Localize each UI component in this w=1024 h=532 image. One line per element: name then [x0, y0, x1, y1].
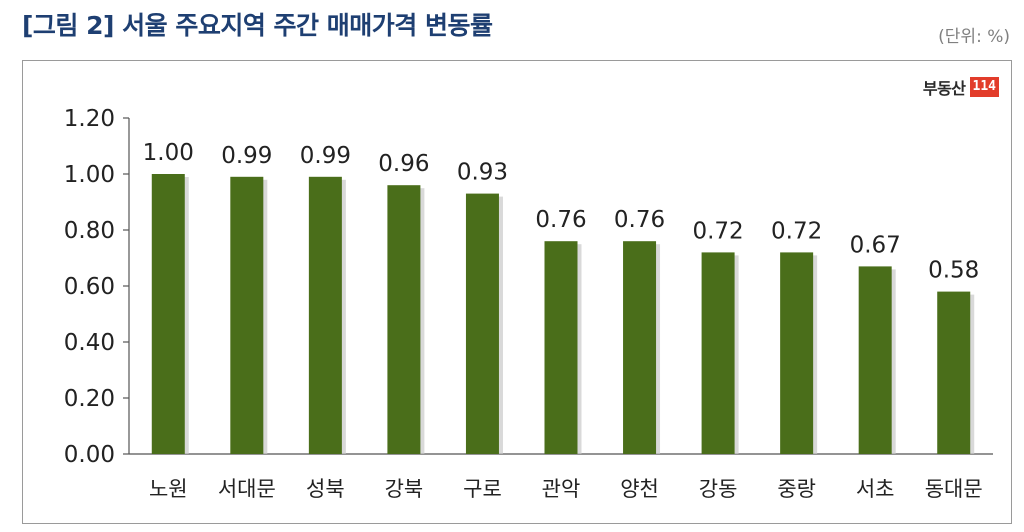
x-tick-label: 동대문 [925, 477, 983, 501]
y-tick-label: 0.00 [64, 442, 115, 468]
x-tick-label: 구로 [463, 477, 502, 501]
x-tick-label: 중랑 [777, 477, 816, 501]
data-label: 0.99 [221, 143, 272, 169]
bar [623, 241, 657, 454]
brand-logo: 부동산 114 [923, 75, 999, 99]
data-label: 0.72 [771, 218, 822, 244]
x-tick-label: 성북 [306, 477, 345, 501]
data-label: 0.93 [457, 160, 508, 186]
x-tick-label: 서초 [856, 477, 895, 501]
x-tick-label: 서대문 [218, 477, 276, 501]
bar [780, 252, 814, 454]
bar [858, 266, 892, 454]
data-label: 0.99 [300, 143, 351, 169]
data-label: 1.00 [143, 140, 194, 166]
y-tick-label: 1.20 [64, 106, 115, 132]
chart-title: [그림 2] 서울 주요지역 주간 매매가격 변동률 [22, 11, 493, 40]
x-tick-label: 강동 [699, 477, 738, 501]
unit-label: (단위: %) [938, 27, 1010, 47]
x-tick-label: 노원 [149, 477, 188, 501]
data-label: 0.72 [692, 218, 743, 244]
bar [937, 291, 971, 454]
x-tick-label: 관악 [542, 477, 581, 501]
y-tick-label: 0.80 [64, 218, 115, 244]
bar [308, 176, 342, 455]
data-label: 0.58 [928, 258, 979, 284]
bar [544, 241, 578, 454]
bar [151, 174, 185, 454]
data-label: 0.96 [378, 151, 429, 177]
y-tick-label: 0.40 [64, 330, 115, 356]
logo-text: 부동산 [922, 79, 966, 98]
y-tick-label: 0.60 [64, 274, 115, 300]
logo-badge: 114 [969, 77, 999, 97]
bar [701, 252, 735, 454]
data-label: 0.76 [614, 207, 665, 233]
bar [230, 176, 264, 455]
chart-frame: 부동산 114 0.00 0.20 0.40 0.60 0.80 1.00 1.20 1.00… [22, 60, 1012, 524]
bar [465, 193, 499, 454]
data-label: 0.76 [535, 207, 586, 233]
bar [387, 185, 421, 454]
bar-chart: 0.00 0.20 0.40 0.60 0.80 1.00 1.20 1.00 노원 0.99 서대… [64, 106, 993, 501]
x-tick-label: 강북 [385, 477, 424, 501]
y-tick-label: 0.20 [64, 386, 115, 412]
y-tick-label: 1.00 [64, 162, 115, 188]
data-label: 0.67 [850, 232, 901, 258]
x-tick-label: 양천 [620, 477, 659, 501]
